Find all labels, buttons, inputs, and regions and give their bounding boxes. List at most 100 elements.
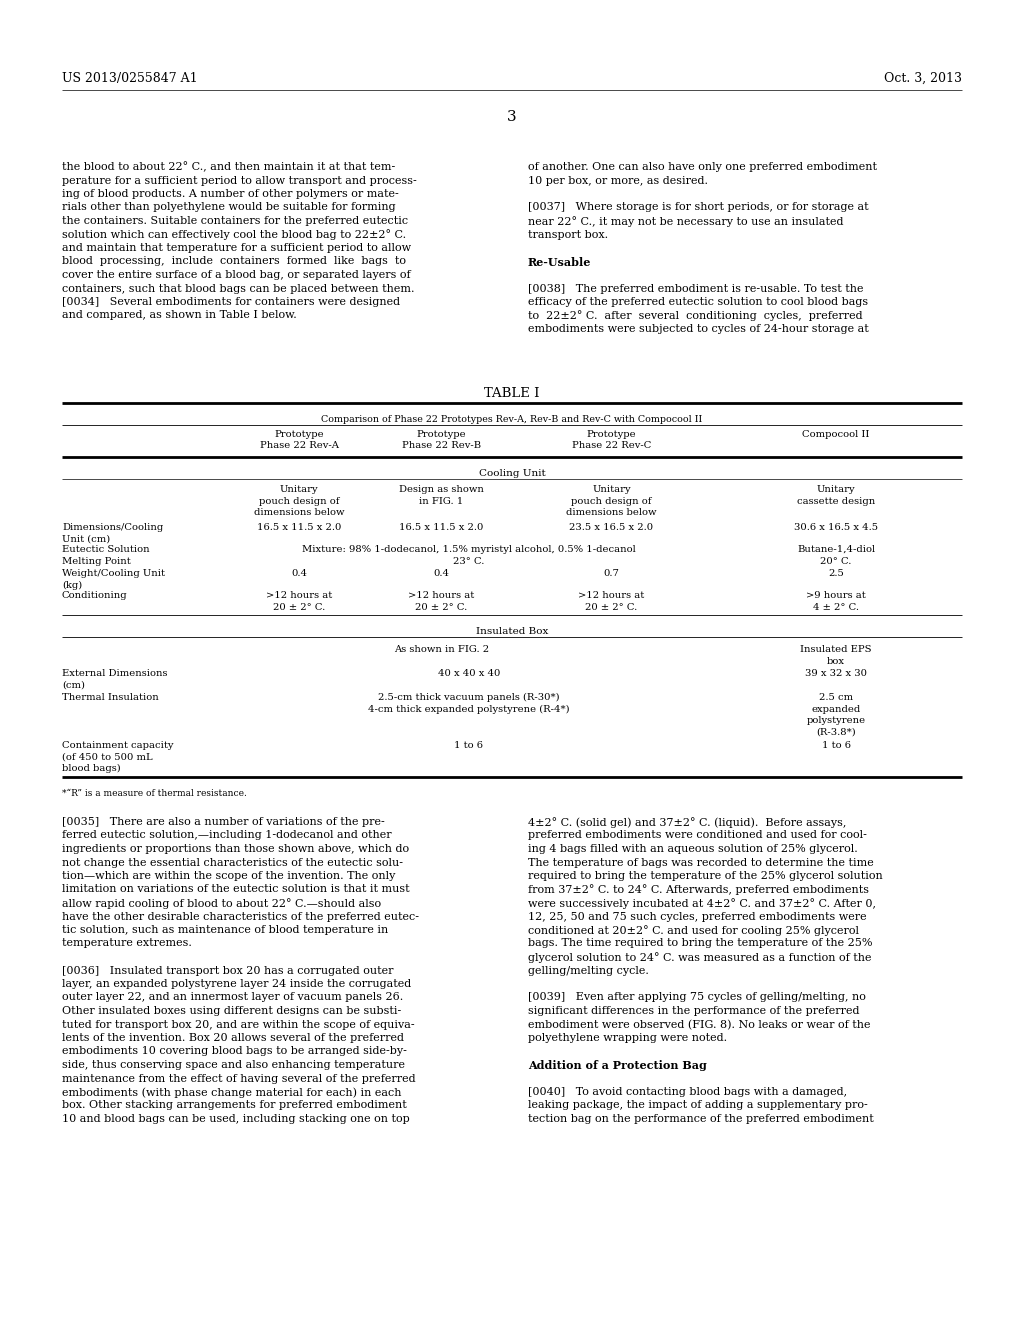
Text: 2.5-cm thick vacuum panels (R-30*): 2.5-cm thick vacuum panels (R-30*) (378, 693, 560, 702)
Text: have the other desirable characteristics of the preferred eutec-: have the other desirable characteristics… (62, 912, 419, 921)
Text: 4 ± 2° C.: 4 ± 2° C. (813, 602, 859, 611)
Text: 23° C.: 23° C. (454, 557, 484, 565)
Text: gelling/melting cycle.: gelling/melting cycle. (528, 965, 649, 975)
Text: Prototype: Prototype (274, 430, 324, 440)
Text: 23.5 x 16.5 x 2.0: 23.5 x 16.5 x 2.0 (569, 523, 653, 532)
Text: [0040]   To avoid contacting blood bags with a damaged,: [0040] To avoid contacting blood bags wi… (528, 1086, 847, 1097)
Text: >12 hours at: >12 hours at (409, 591, 475, 601)
Text: perature for a sufficient period to allow transport and process-: perature for a sufficient period to allo… (62, 176, 417, 186)
Text: leaking package, the impact of adding a supplementary pro-: leaking package, the impact of adding a … (528, 1101, 867, 1110)
Text: Oct. 3, 2013: Oct. 3, 2013 (884, 73, 962, 84)
Text: Unit (cm): Unit (cm) (62, 535, 111, 544)
Text: cover the entire surface of a blood bag, or separated layers of: cover the entire surface of a blood bag,… (62, 271, 411, 280)
Text: ferred eutectic solution,—including 1-dodecanol and other: ferred eutectic solution,—including 1-do… (62, 830, 391, 841)
Text: 3: 3 (507, 110, 517, 124)
Text: 4±2° C. (solid gel) and 37±2° C. (liquid).  Before assays,: 4±2° C. (solid gel) and 37±2° C. (liquid… (528, 817, 847, 828)
Text: Phase 22 Rev-C: Phase 22 Rev-C (571, 441, 651, 450)
Text: cassette design: cassette design (797, 496, 876, 506)
Text: significant differences in the performance of the preferred: significant differences in the performan… (528, 1006, 859, 1016)
Text: transport box.: transport box. (528, 230, 608, 239)
Text: External Dimensions: External Dimensions (62, 669, 168, 678)
Text: solution which can effectively cool the blood bag to 22±2° C.: solution which can effectively cool the … (62, 230, 407, 240)
Text: the blood to about 22° C., and then maintain it at that tem-: the blood to about 22° C., and then main… (62, 162, 395, 173)
Text: [0037]   Where storage is for short periods, or for storage at: [0037] Where storage is for short period… (528, 202, 868, 213)
Text: >12 hours at: >12 hours at (579, 591, 645, 601)
Text: maintenance from the effect of having several of the preferred: maintenance from the effect of having se… (62, 1073, 416, 1084)
Text: 20 ± 2° C.: 20 ± 2° C. (272, 602, 326, 611)
Text: limitation on variations of the eutectic solution is that it must: limitation on variations of the eutectic… (62, 884, 410, 895)
Text: 2.5: 2.5 (828, 569, 844, 578)
Text: the containers. Suitable containers for the preferred eutectic: the containers. Suitable containers for … (62, 216, 409, 226)
Text: dimensions below: dimensions below (566, 508, 656, 517)
Text: Re-Usable: Re-Usable (528, 256, 592, 268)
Text: 20 ± 2° C.: 20 ± 2° C. (416, 602, 468, 611)
Text: Prototype: Prototype (587, 430, 636, 440)
Text: >9 hours at: >9 hours at (806, 591, 866, 601)
Text: 10 and blood bags can be used, including stacking one on top: 10 and blood bags can be used, including… (62, 1114, 410, 1125)
Text: Phase 22 Rev-A: Phase 22 Rev-A (259, 441, 339, 450)
Text: >12 hours at: >12 hours at (266, 591, 332, 601)
Text: outer layer 22, and an innermost layer of vacuum panels 26.: outer layer 22, and an innermost layer o… (62, 993, 403, 1002)
Text: lents of the invention. Box 20 allows several of the preferred: lents of the invention. Box 20 allows se… (62, 1034, 404, 1043)
Text: allow rapid cooling of blood to about 22° C.—should also: allow rapid cooling of blood to about 22… (62, 898, 381, 909)
Text: tuted for transport box 20, and are within the scope of equiva-: tuted for transport box 20, and are with… (62, 1019, 415, 1030)
Text: Unitary: Unitary (592, 484, 631, 494)
Text: Containment capacity: Containment capacity (62, 741, 173, 750)
Text: 10 per box, or more, as desired.: 10 per box, or more, as desired. (528, 176, 708, 186)
Text: Cooling Unit: Cooling Unit (478, 469, 546, 478)
Text: blood bags): blood bags) (62, 764, 121, 774)
Text: near 22° C., it may not be necessary to use an insulated: near 22° C., it may not be necessary to … (528, 216, 844, 227)
Text: Melting Point: Melting Point (62, 557, 131, 565)
Text: As shown in FIG. 2: As shown in FIG. 2 (394, 645, 489, 653)
Text: Design as shown: Design as shown (399, 484, 484, 494)
Text: TABLE I: TABLE I (484, 387, 540, 400)
Text: required to bring the temperature of the 25% glycerol solution: required to bring the temperature of the… (528, 871, 883, 880)
Text: polystyrene: polystyrene (807, 715, 865, 725)
Text: Prototype: Prototype (417, 430, 466, 440)
Text: ingredients or proportions than those shown above, which do: ingredients or proportions than those sh… (62, 843, 410, 854)
Text: dimensions below: dimensions below (254, 508, 344, 517)
Text: tection bag on the performance of the preferred embodiment: tection bag on the performance of the pr… (528, 1114, 873, 1125)
Text: 39 x 32 x 30: 39 x 32 x 30 (805, 669, 867, 678)
Text: 0.4: 0.4 (433, 569, 450, 578)
Text: to  22±2° C.  after  several  conditioning  cycles,  preferred: to 22±2° C. after several conditioning c… (528, 310, 862, 321)
Text: Comparison of Phase 22 Prototypes Rev-A, Rev-B and Rev-C with Compocool II: Comparison of Phase 22 Prototypes Rev-A,… (322, 414, 702, 424)
Text: *“R” is a measure of thermal resistance.: *“R” is a measure of thermal resistance. (62, 789, 247, 799)
Text: 1 to 6: 1 to 6 (455, 741, 483, 750)
Text: embodiments were subjected to cycles of 24-hour storage at: embodiments were subjected to cycles of … (528, 323, 868, 334)
Text: Dimensions/Cooling: Dimensions/Cooling (62, 523, 163, 532)
Text: Thermal Insulation: Thermal Insulation (62, 693, 159, 702)
Text: Mixture: 98% 1-dodecanol, 1.5% myristyl alcohol, 0.5% 1-decanol: Mixture: 98% 1-dodecanol, 1.5% myristyl … (302, 545, 636, 554)
Text: and compared, as shown in Table I below.: and compared, as shown in Table I below. (62, 310, 297, 321)
Text: Insulated Box: Insulated Box (476, 627, 548, 636)
Text: in FIG. 1: in FIG. 1 (420, 496, 464, 506)
Text: of another. One can also have only one preferred embodiment: of another. One can also have only one p… (528, 162, 877, 172)
Text: embodiments (with phase change material for each) in each: embodiments (with phase change material … (62, 1086, 401, 1097)
Text: 12, 25, 50 and 75 such cycles, preferred embodiments were: 12, 25, 50 and 75 such cycles, preferred… (528, 912, 866, 921)
Text: (kg): (kg) (62, 581, 82, 590)
Text: Insulated EPS: Insulated EPS (800, 645, 871, 653)
Text: polyethylene wrapping were noted.: polyethylene wrapping were noted. (528, 1034, 727, 1043)
Text: from 37±2° C. to 24° C. Afterwards, preferred embodiments: from 37±2° C. to 24° C. Afterwards, pref… (528, 884, 869, 895)
Text: not change the essential characteristics of the eutectic solu-: not change the essential characteristics… (62, 858, 403, 867)
Text: rials other than polyethylene would be suitable for forming: rials other than polyethylene would be s… (62, 202, 395, 213)
Text: [0035]   There are also a number of variations of the pre-: [0035] There are also a number of variat… (62, 817, 385, 828)
Text: 20 ± 2° C.: 20 ± 2° C. (586, 602, 638, 611)
Text: Unitary: Unitary (817, 484, 855, 494)
Text: tic solution, such as maintenance of blood temperature in: tic solution, such as maintenance of blo… (62, 925, 388, 935)
Text: Weight/Cooling Unit: Weight/Cooling Unit (62, 569, 165, 578)
Text: 30.6 x 16.5 x 4.5: 30.6 x 16.5 x 4.5 (794, 523, 878, 532)
Text: (of 450 to 500 mL: (of 450 to 500 mL (62, 752, 153, 762)
Text: Other insulated boxes using different designs can be substi-: Other insulated boxes using different de… (62, 1006, 401, 1016)
Text: side, thus conserving space and also enhancing temperature: side, thus conserving space and also enh… (62, 1060, 406, 1071)
Text: Addition of a Protection Bag: Addition of a Protection Bag (528, 1060, 707, 1071)
Text: pouch design of: pouch design of (571, 496, 651, 506)
Text: 4-cm thick expanded polystyrene (R-4*): 4-cm thick expanded polystyrene (R-4*) (369, 705, 569, 714)
Text: (R-3.8*): (R-3.8*) (816, 727, 856, 737)
Text: 20° C.: 20° C. (820, 557, 852, 565)
Text: 1 to 6: 1 to 6 (821, 741, 851, 750)
Text: 2.5 cm: 2.5 cm (819, 693, 853, 702)
Text: 0.4: 0.4 (291, 569, 307, 578)
Text: temperature extremes.: temperature extremes. (62, 939, 191, 949)
Text: Compocool II: Compocool II (803, 430, 869, 440)
